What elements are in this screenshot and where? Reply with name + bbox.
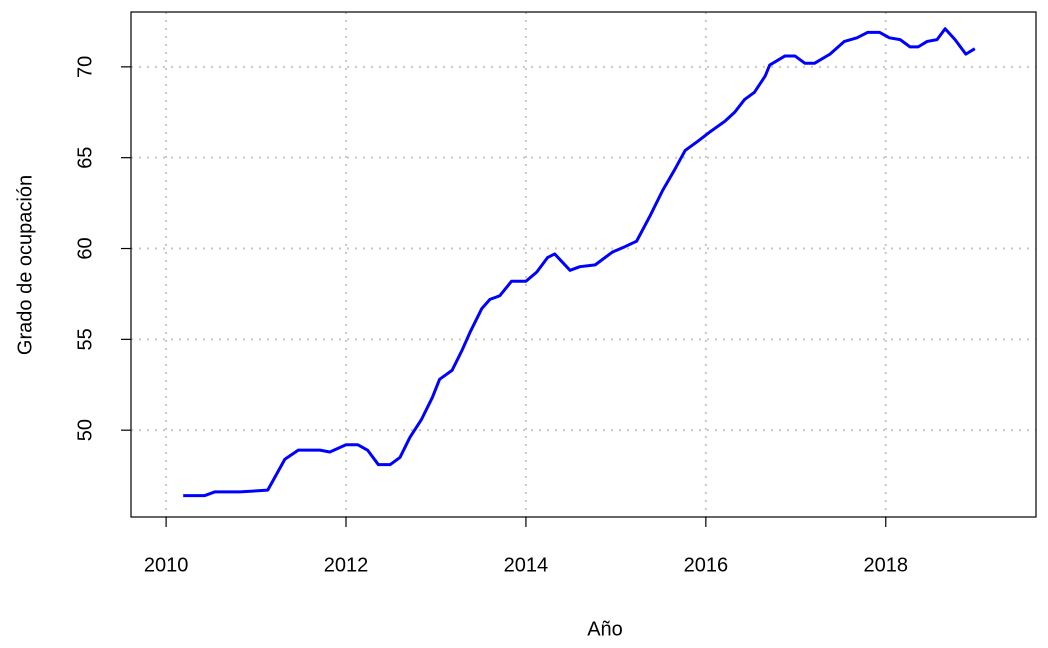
y-tick-label: 70 — [74, 56, 96, 78]
plot-frame — [130, 11, 1037, 518]
x-tick-label: 2016 — [684, 554, 729, 576]
x-tick-label: 2014 — [504, 554, 549, 576]
y-tick-label: 50 — [74, 419, 96, 441]
x-tick-label: 2010 — [144, 554, 189, 576]
x-tick-label: 2012 — [324, 554, 369, 576]
x-axis-label: Año — [587, 618, 623, 640]
y-tick-label: 65 — [74, 147, 96, 169]
y-axis-label: Grado de ocupación — [14, 175, 36, 355]
x-tick-label: 2018 — [864, 554, 909, 576]
y-tick-label: 55 — [74, 328, 96, 350]
data-line — [183, 27, 976, 498]
y-tick-label: 60 — [74, 237, 96, 259]
